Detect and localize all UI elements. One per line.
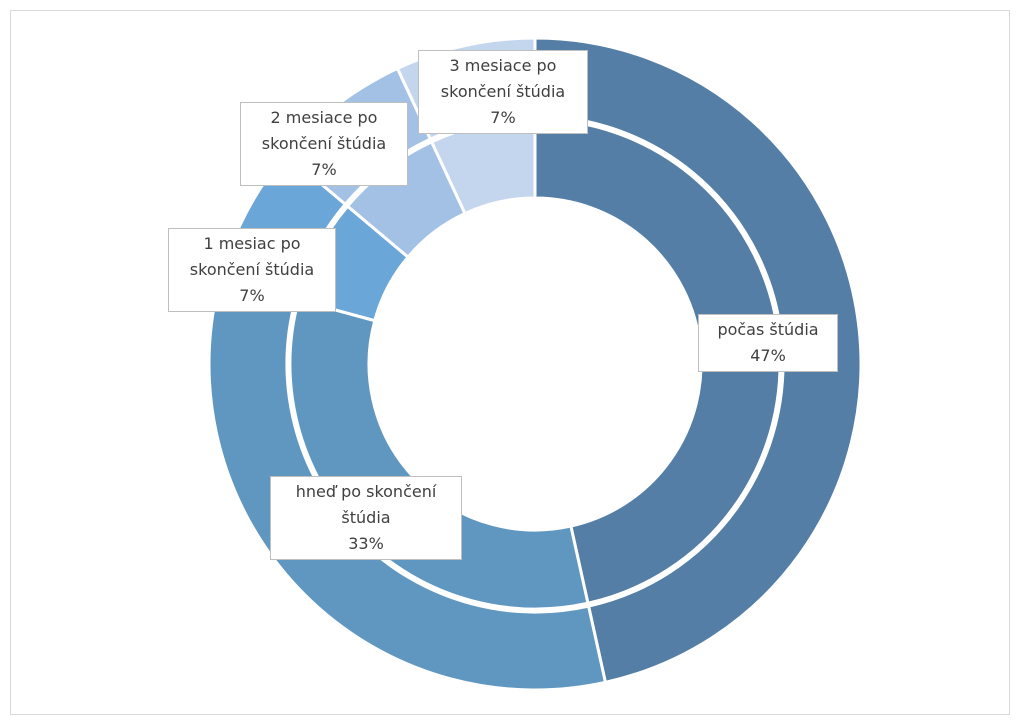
label-category: 2 mesiace po skončení štúdia bbox=[261, 108, 387, 153]
chart-frame bbox=[10, 10, 1010, 715]
doughnut-segment bbox=[533, 36, 863, 685]
label-category: 3 mesiace po skončení štúdia bbox=[440, 56, 566, 101]
label-category: hneď po skončení štúdia bbox=[295, 482, 437, 527]
data-label: 2 mesiace po skončení štúdia 7% bbox=[240, 102, 408, 186]
data-label: hneď po skončení štúdia 33% bbox=[270, 476, 462, 560]
label-value: 47% bbox=[750, 346, 786, 365]
data-label: 3 mesiace po skončení štúdia 7% bbox=[418, 50, 588, 134]
data-label: počas štúdia 47% bbox=[698, 314, 838, 372]
label-value: 7% bbox=[239, 286, 265, 305]
label-value: 7% bbox=[311, 160, 337, 179]
data-label: 1 mesiac po skončení štúdia 7% bbox=[168, 228, 336, 312]
label-category: 1 mesiac po skončení štúdia bbox=[189, 234, 315, 279]
label-value: 33% bbox=[348, 534, 384, 553]
doughnut-segment bbox=[533, 117, 782, 606]
label-category: počas štúdia bbox=[717, 320, 819, 339]
label-value: 7% bbox=[490, 108, 516, 127]
